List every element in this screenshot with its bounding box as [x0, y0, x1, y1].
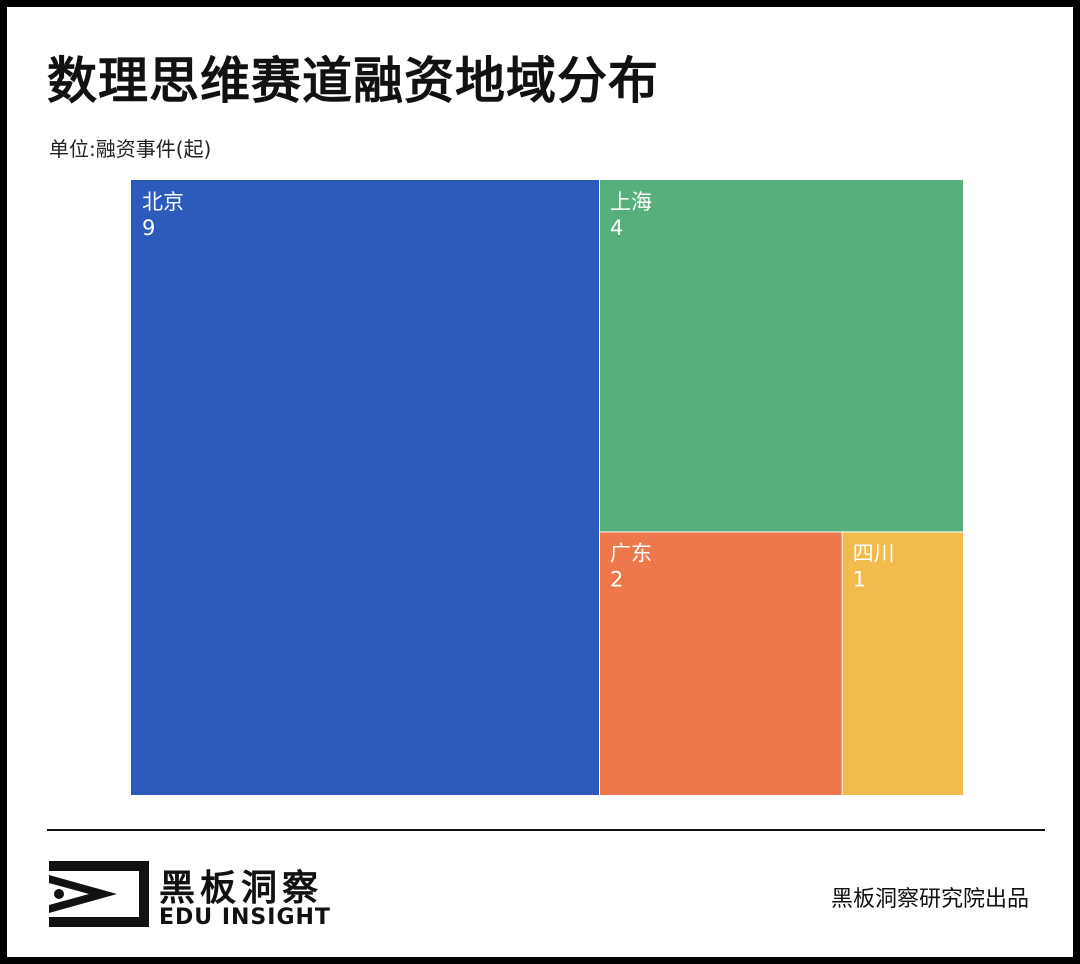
treemap-label: 上海	[610, 190, 652, 214]
treemap-value: 1	[853, 567, 866, 591]
chart-unit-label: 单位:融资事件(起)	[49, 137, 212, 161]
treemap-cell: 上海4	[600, 180, 963, 532]
treemap-value: 2	[610, 567, 623, 591]
treemap-cell: 广东2	[600, 532, 842, 795]
treemap-value: 9	[142, 216, 155, 240]
brand-name-cn: 黑板洞察	[159, 868, 324, 909]
brand-name-en: EDU INSIGHT	[159, 905, 331, 930]
chart-title: 数理思维赛道融资地域分布	[47, 52, 659, 110]
credit-text: 黑板洞察研究院出品	[830, 887, 1029, 912]
treemap-value: 4	[610, 216, 623, 240]
treemap-rect	[842, 532, 963, 795]
treemap-cell: 四川1	[842, 532, 963, 795]
treemap-label: 广东	[610, 541, 652, 565]
treemap-label: 北京	[142, 190, 184, 214]
treemap-rect	[131, 180, 599, 795]
treemap-label: 四川	[853, 541, 895, 565]
treemap-cell: 北京9	[131, 180, 599, 795]
footer-divider	[47, 829, 1045, 831]
treemap-rect	[600, 180, 963, 532]
edu-insight-logo-icon	[49, 861, 149, 927]
treemap-rect	[600, 532, 842, 795]
